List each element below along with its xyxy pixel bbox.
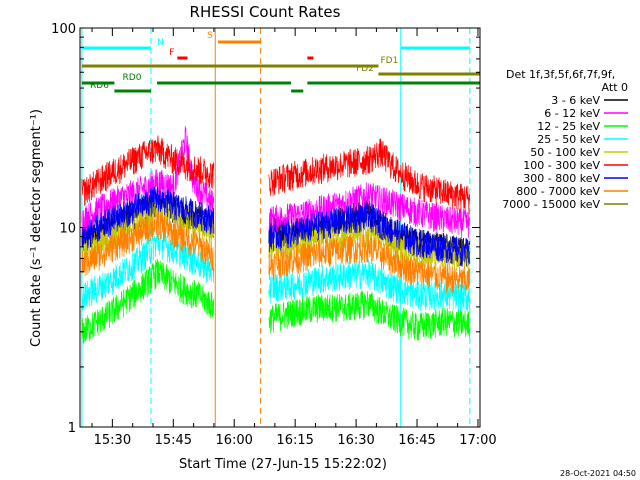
x-tick-label-5: 16:45 [398,433,435,448]
legend-label-7: 800 - 7000 keV [516,185,600,198]
flag-bars: NF S FD1 FD2 RD0 RD6 [81,31,480,93]
legend-label-6: 300 - 800 keV [523,172,600,185]
x-tick-label-2: 16:00 [215,433,252,448]
series-trace-6-1 [268,201,471,267]
series-trace-7-0 [81,210,215,277]
flag-label-FD1: FD1 [380,56,398,66]
x-tick-label-6: 17:00 [459,433,496,448]
series-trace-2-1 [268,290,471,341]
x-tick-label-0: 15:30 [94,433,131,448]
legend-label-3: 25 - 50 keV [537,133,600,146]
series-trace-5-1 [268,138,471,214]
legend-label-4: 50 - 100 keV [530,146,600,159]
x-tick-label-3: 16:15 [276,433,313,448]
legend-label-8: 7000 - 15000 keV [502,198,600,211]
flag-label-S: S [207,31,213,41]
flag-label-FD2: FD2 [356,64,374,74]
flag-label-RD0: RD0 [123,73,142,83]
series-trace-5-0 [81,135,215,206]
axes: 15:30 15:45 16:00 16:15 16:30 16:45 17:00 1 10 10… [51,22,497,448]
legend-title-0: Det 1f,3f,5f,6f,7f,9f, [506,68,615,81]
flag-label-RD6: RD6 [90,81,109,91]
y-axis-label: Count Rate (s⁻¹ detector segment⁻¹) [29,109,44,347]
series-trace-6-0 [81,186,215,248]
y-tick-label-2: 100 [51,22,76,37]
x-tick-label-4: 16:30 [337,433,374,448]
y-tick-label-0: 1 [68,421,76,436]
legend-label-0: 3 - 6 keV [551,94,600,107]
legend-title-1: Att 0 [602,81,628,94]
attenuator-state-lines [81,28,471,427]
series-trace-7-1 [268,234,471,295]
legend-label-5: 100 - 300 keV [523,159,600,172]
series-traces [81,126,471,344]
chart-title: RHESSI Count Rates [190,3,341,21]
series-trace-1-1 [268,182,471,239]
series-trace-3-1 [268,259,471,312]
x-tick-label-1: 15:45 [155,433,192,448]
series-trace-2-0 [81,258,215,344]
generated-timestamp: 28-Oct-2021 04:50 [560,469,636,478]
series-trace-3-0 [81,231,215,313]
y-tick-label-1: 10 [59,222,76,237]
legend-label-1: 6 - 12 keV [544,107,600,120]
x-axis-label: Start Time (27-Jun-15 15:22:02) [179,457,387,472]
legend-label-2: 12 - 25 keV [537,120,600,133]
flag-label-N: N [157,38,164,48]
flag-label-F: F [169,48,174,58]
